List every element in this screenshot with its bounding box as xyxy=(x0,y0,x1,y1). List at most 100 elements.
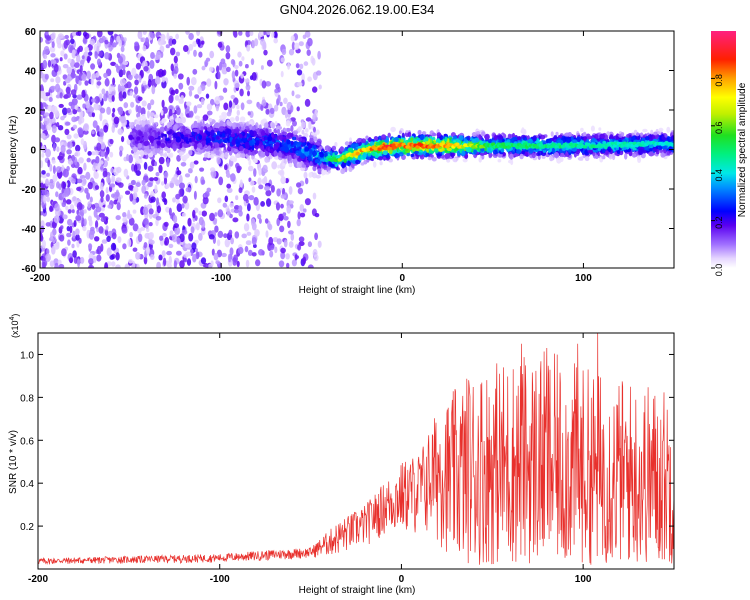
noise-cell xyxy=(93,255,97,263)
noise-cell xyxy=(296,218,301,227)
band-cell xyxy=(434,147,439,153)
noise-cell xyxy=(40,72,44,79)
noise-cell xyxy=(149,112,155,117)
band-cell xyxy=(473,149,478,155)
noise-cell xyxy=(268,236,274,246)
band-cell xyxy=(339,146,345,152)
noise-cell xyxy=(54,203,60,212)
noise-cell xyxy=(135,170,141,177)
band-cell xyxy=(136,136,141,141)
band-cell xyxy=(546,139,553,144)
noise-cell xyxy=(190,226,195,234)
band-cell xyxy=(653,131,658,136)
band-cell xyxy=(502,152,506,157)
noise-cell xyxy=(60,144,66,154)
noise-cell xyxy=(128,258,134,264)
noise-cell xyxy=(215,260,220,265)
noise-cell xyxy=(142,45,147,52)
band-cell xyxy=(275,141,280,148)
band-cell xyxy=(315,129,320,135)
noise-cell xyxy=(134,41,139,47)
noise-cell xyxy=(94,236,100,242)
band-cell xyxy=(180,128,184,133)
noise-cell xyxy=(45,253,51,262)
noise-cell xyxy=(280,251,286,260)
band-cell xyxy=(317,168,321,173)
noise-cell xyxy=(82,31,88,37)
band-cell xyxy=(137,116,141,121)
noise-cell xyxy=(266,59,273,67)
noise-cell xyxy=(195,251,200,260)
band-cell xyxy=(354,143,359,148)
noise-cell xyxy=(86,70,91,80)
noise-cell xyxy=(264,185,270,191)
noise-cell xyxy=(154,76,161,85)
noise-cell xyxy=(249,31,254,36)
band-cell xyxy=(206,153,211,159)
band-cell xyxy=(355,159,361,165)
noise-cell xyxy=(109,254,115,260)
band-cell xyxy=(218,126,224,132)
band-cell xyxy=(308,155,312,161)
noise-cell xyxy=(90,63,96,70)
band-cell xyxy=(288,154,292,161)
noise-cell xyxy=(200,257,207,265)
band-cell xyxy=(192,128,198,133)
noise-cell xyxy=(234,82,240,89)
noise-cell xyxy=(236,260,240,268)
noise-cell xyxy=(137,31,143,40)
noise-cell xyxy=(200,98,205,106)
noise-cell xyxy=(196,104,203,109)
noise-cell xyxy=(161,80,167,89)
band-cell xyxy=(602,141,607,145)
band-cell xyxy=(236,123,241,128)
noise-cell xyxy=(49,179,54,184)
noise-cell xyxy=(88,243,93,250)
noise-cell xyxy=(253,244,257,248)
band-cell xyxy=(507,133,512,139)
noise-cell xyxy=(40,225,45,233)
noise-cell xyxy=(246,99,253,105)
band-cell xyxy=(196,127,200,134)
noise-cell xyxy=(294,42,300,50)
noise-cell xyxy=(275,202,281,211)
noise-cell xyxy=(63,188,70,197)
noise-cell xyxy=(51,159,56,164)
noise-cell xyxy=(98,226,104,234)
band-cell xyxy=(254,144,259,150)
noise-cell xyxy=(143,66,149,72)
noise-cell xyxy=(173,215,178,224)
noise-cell xyxy=(163,221,169,227)
noise-cell xyxy=(40,115,43,122)
band-cell xyxy=(276,129,281,135)
noise-cell xyxy=(189,161,195,169)
band-cell xyxy=(498,139,504,144)
noise-cell xyxy=(60,50,65,57)
noise-cell xyxy=(221,67,228,75)
noise-cell xyxy=(239,88,244,97)
band-cell xyxy=(153,139,157,146)
noise-cell xyxy=(148,222,153,227)
band-cell xyxy=(281,131,287,136)
band-cell xyxy=(478,157,482,163)
band-cell xyxy=(297,141,302,146)
noise-cell xyxy=(54,83,61,93)
band-cell xyxy=(484,133,490,141)
noise-cell xyxy=(123,37,127,42)
band-cell xyxy=(360,162,365,166)
band-cell xyxy=(248,136,252,141)
noise-cell xyxy=(122,91,127,99)
noise-cell xyxy=(241,56,245,61)
noise-cell xyxy=(61,248,67,257)
band-cell xyxy=(172,144,177,152)
noise-cell xyxy=(247,90,250,97)
noise-cell xyxy=(302,34,307,39)
noise-cell xyxy=(57,42,62,49)
noise-cell xyxy=(260,201,265,207)
band-cell xyxy=(236,126,239,134)
noise-cell xyxy=(184,201,190,210)
noise-cell xyxy=(117,236,122,244)
noise-cell xyxy=(217,41,223,48)
noise-cell xyxy=(78,118,82,125)
band-cell xyxy=(368,136,372,143)
